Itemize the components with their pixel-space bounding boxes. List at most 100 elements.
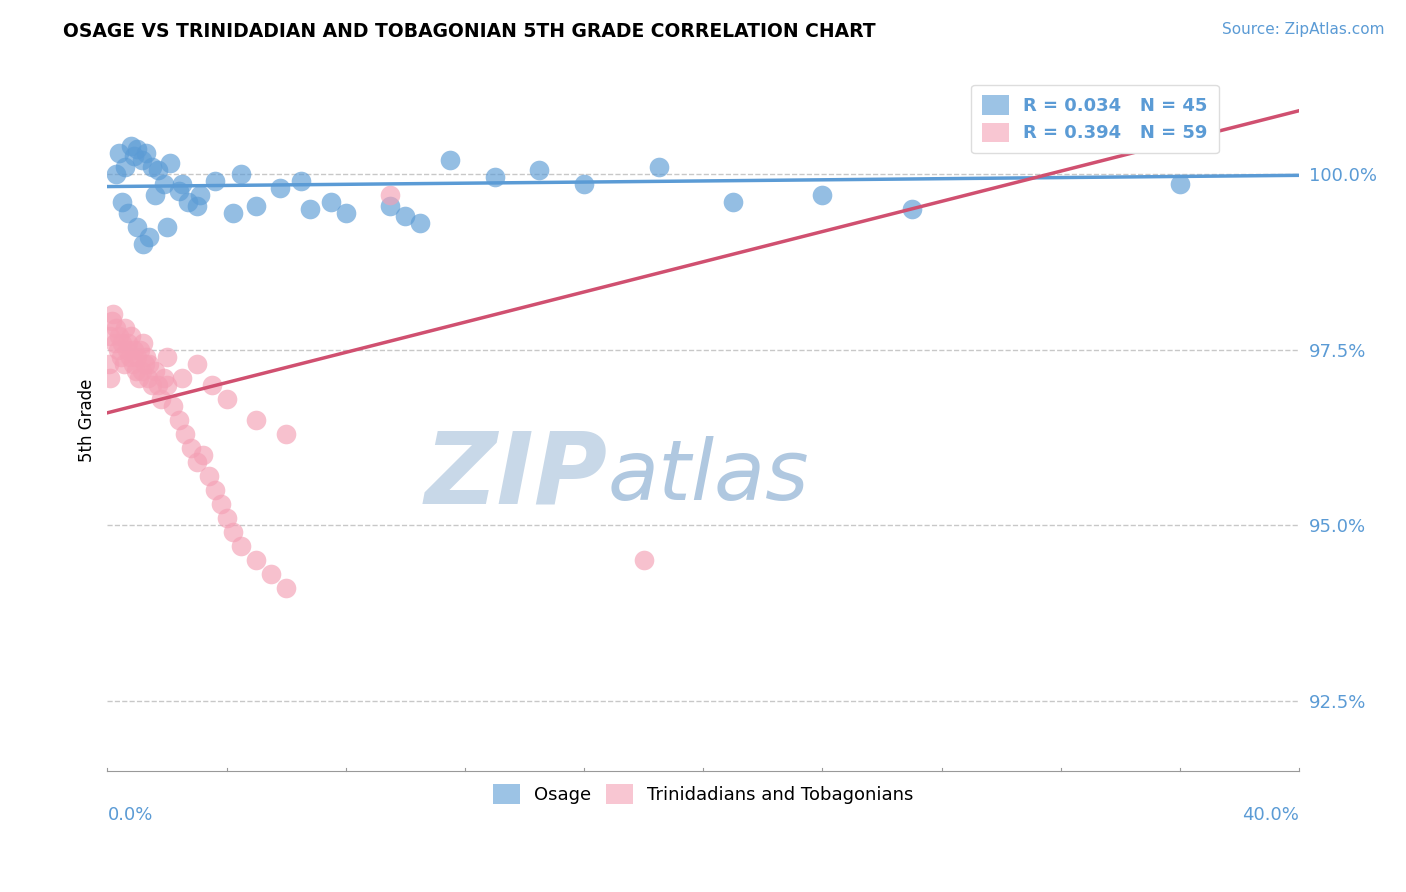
Point bbox=[98, 370, 121, 384]
Point bbox=[112, 357, 135, 371]
Point bbox=[131, 153, 153, 167]
Text: OSAGE VS TRINIDADIAN AND TOBAGONIAN 5TH GRADE CORRELATION CHART: OSAGE VS TRINIDADIAN AND TOBAGONIAN 5TH … bbox=[63, 22, 876, 41]
Point bbox=[153, 178, 176, 192]
Point bbox=[380, 188, 402, 202]
Point bbox=[409, 216, 432, 230]
Point bbox=[134, 357, 156, 371]
Text: Source: ZipAtlas.com: Source: ZipAtlas.com bbox=[1222, 22, 1385, 37]
Point bbox=[103, 308, 125, 322]
Point bbox=[136, 370, 159, 384]
Point bbox=[120, 328, 142, 343]
Point bbox=[221, 525, 243, 540]
Point bbox=[647, 160, 669, 174]
Point bbox=[484, 170, 506, 185]
Point bbox=[572, 178, 595, 192]
Point bbox=[231, 539, 253, 553]
Point bbox=[122, 149, 145, 163]
Text: 40.0%: 40.0% bbox=[1243, 806, 1299, 824]
Point bbox=[135, 350, 157, 364]
Point bbox=[319, 194, 342, 209]
Point bbox=[167, 413, 190, 427]
Point bbox=[276, 582, 298, 596]
Point bbox=[901, 202, 924, 216]
Point bbox=[380, 198, 402, 212]
Point bbox=[260, 567, 283, 582]
Point bbox=[143, 188, 166, 202]
Point bbox=[529, 163, 551, 178]
Point bbox=[141, 160, 163, 174]
Point bbox=[132, 335, 155, 350]
Point bbox=[245, 553, 267, 567]
Point bbox=[128, 370, 150, 384]
Point bbox=[111, 335, 134, 350]
Point bbox=[146, 163, 169, 178]
Point bbox=[132, 237, 155, 252]
Point bbox=[231, 167, 253, 181]
Point bbox=[121, 357, 143, 371]
Point bbox=[186, 455, 208, 469]
Point bbox=[118, 350, 141, 364]
Point bbox=[245, 198, 267, 212]
Point bbox=[204, 483, 226, 497]
Point bbox=[335, 205, 357, 219]
Point bbox=[167, 185, 190, 199]
Point bbox=[173, 426, 195, 441]
Point bbox=[269, 181, 291, 195]
Point bbox=[104, 335, 127, 350]
Point bbox=[439, 153, 461, 167]
Point bbox=[98, 328, 121, 343]
Point bbox=[245, 413, 267, 427]
Point bbox=[141, 377, 163, 392]
Point bbox=[153, 370, 176, 384]
Point bbox=[170, 370, 193, 384]
Text: atlas: atlas bbox=[607, 435, 810, 516]
Point bbox=[180, 441, 202, 455]
Point bbox=[215, 392, 238, 406]
Point bbox=[162, 399, 184, 413]
Point bbox=[221, 205, 243, 219]
Point bbox=[186, 357, 208, 371]
Point bbox=[156, 377, 179, 392]
Point bbox=[290, 174, 312, 188]
Point bbox=[125, 364, 148, 378]
Point bbox=[101, 314, 124, 328]
Point bbox=[97, 357, 120, 371]
Text: ZIP: ZIP bbox=[425, 427, 607, 524]
Point bbox=[811, 188, 834, 202]
Point bbox=[114, 321, 136, 335]
Point bbox=[135, 145, 157, 160]
Y-axis label: 5th Grade: 5th Grade bbox=[79, 378, 96, 461]
Point bbox=[122, 343, 145, 357]
Point bbox=[138, 230, 160, 244]
Point bbox=[191, 448, 214, 462]
Point bbox=[721, 194, 744, 209]
Point bbox=[150, 392, 173, 406]
Text: 0.0%: 0.0% bbox=[107, 806, 153, 824]
Point bbox=[156, 219, 179, 234]
Point bbox=[111, 194, 134, 209]
Point bbox=[633, 553, 655, 567]
Point bbox=[115, 343, 138, 357]
Point bbox=[110, 350, 132, 364]
Point bbox=[186, 198, 208, 212]
Point bbox=[114, 160, 136, 174]
Point bbox=[394, 209, 416, 223]
Point bbox=[138, 357, 160, 371]
Point bbox=[159, 156, 181, 170]
Point bbox=[117, 205, 139, 219]
Point bbox=[298, 202, 321, 216]
Point bbox=[143, 364, 166, 378]
Point bbox=[107, 343, 129, 357]
Point bbox=[108, 328, 131, 343]
Point bbox=[129, 343, 152, 357]
Point bbox=[209, 497, 232, 511]
Point bbox=[1168, 178, 1191, 192]
Point bbox=[127, 350, 149, 364]
Point bbox=[127, 219, 149, 234]
Point bbox=[197, 469, 219, 483]
Point bbox=[201, 377, 224, 392]
Point bbox=[105, 321, 128, 335]
Point bbox=[204, 174, 226, 188]
Point bbox=[276, 426, 298, 441]
Point bbox=[108, 145, 131, 160]
